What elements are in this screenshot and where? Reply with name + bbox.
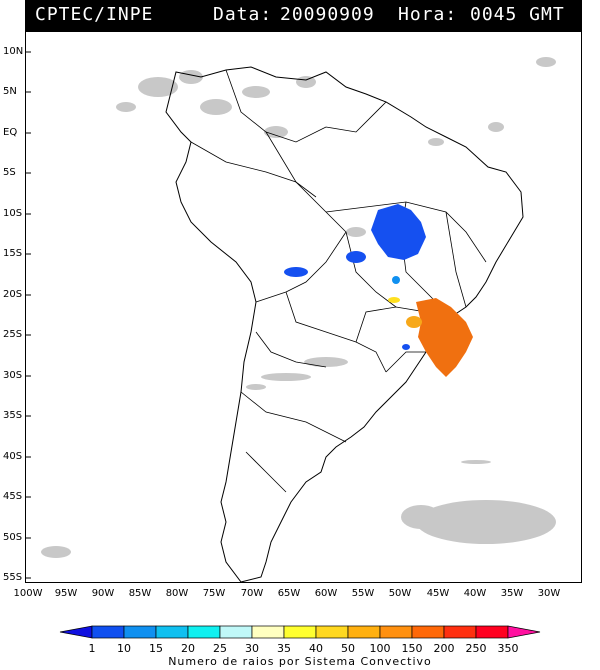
lat-label: 50S bbox=[3, 532, 23, 543]
colorbar-swatch bbox=[251, 625, 285, 639]
colorbar-tick-label: 1 bbox=[88, 642, 96, 655]
colorbar-swatch bbox=[91, 625, 125, 639]
colorbar-swatch bbox=[187, 625, 221, 639]
colorbar-tick-label: 100 bbox=[369, 642, 391, 655]
colorbar-arrow-left bbox=[59, 625, 93, 639]
lon-label: 50W bbox=[388, 588, 412, 599]
colorbar-tick-label: 30 bbox=[245, 642, 259, 655]
lon-label: 70W bbox=[240, 588, 264, 599]
storm-layer bbox=[284, 204, 473, 377]
colorbar-swatch bbox=[411, 625, 445, 639]
parana-yellow-system bbox=[388, 297, 400, 303]
colorbar-tick-label: 35 bbox=[277, 642, 291, 655]
colorbar-swatch bbox=[123, 625, 157, 639]
colorbar-tick-label: 20 bbox=[181, 642, 195, 655]
source-label: CPTEC/INPE bbox=[35, 4, 154, 25]
lat-label: 45S bbox=[3, 491, 23, 502]
lat-label: 40S bbox=[3, 451, 23, 462]
date-label: Data: bbox=[213, 4, 273, 25]
lon-label: 45W bbox=[426, 588, 450, 599]
header-bar: CPTEC/INPE Data: 20090909 Hora: 0045 GMT bbox=[25, 0, 582, 31]
sao-paulo-system bbox=[406, 316, 422, 328]
lon-label: 55W bbox=[351, 588, 375, 599]
lat-label: 35S bbox=[3, 410, 23, 421]
colorbar-tick-label: 25 bbox=[213, 642, 227, 655]
colorbar-swatch bbox=[219, 625, 253, 639]
colorbar-tick-label: 200 bbox=[433, 642, 455, 655]
colorbar-swatch bbox=[379, 625, 413, 639]
lat-label: 10S bbox=[3, 208, 23, 219]
lat-label: 20S bbox=[3, 289, 23, 300]
lat-label: EQ bbox=[3, 127, 18, 138]
lat-label: 10N bbox=[3, 46, 24, 57]
central-brazil-system bbox=[371, 204, 426, 260]
colorbar-swatch bbox=[443, 625, 477, 639]
colorbar-swatch bbox=[475, 625, 509, 639]
colorbar bbox=[59, 625, 541, 639]
lon-label: 85W bbox=[128, 588, 152, 599]
south-america-coastline bbox=[165, 66, 524, 582]
lon-label: 95W bbox=[54, 588, 78, 599]
bolivia-system bbox=[284, 267, 308, 277]
lat-label: 55S bbox=[3, 572, 23, 583]
time-value: 0045 GMT bbox=[470, 4, 565, 25]
lon-label: 60W bbox=[314, 588, 338, 599]
lon-label: 35W bbox=[500, 588, 524, 599]
lon-label: 100W bbox=[13, 588, 43, 599]
lon-label: 80W bbox=[165, 588, 189, 599]
colorbar-tick-label: 40 bbox=[309, 642, 323, 655]
colorbar-swatch bbox=[347, 625, 381, 639]
date-value: 20090909 bbox=[280, 4, 375, 25]
map-frame[interactable] bbox=[25, 31, 582, 583]
time-label: Hora: bbox=[398, 4, 458, 25]
lon-label: 90W bbox=[91, 588, 115, 599]
colorbar-tick-label: 15 bbox=[149, 642, 163, 655]
lon-label: 40W bbox=[463, 588, 487, 599]
lat-label: 5N bbox=[3, 86, 17, 97]
colorbar-tick-label: 10 bbox=[117, 642, 131, 655]
colorbar-swatch bbox=[155, 625, 189, 639]
cloud-cover bbox=[41, 57, 556, 558]
lat-label: 15S bbox=[3, 248, 23, 259]
colorbar-tick-label: 150 bbox=[401, 642, 423, 655]
lon-label: 30W bbox=[537, 588, 561, 599]
map-canvas[interactable] bbox=[26, 32, 582, 583]
lat-label: 25S bbox=[3, 329, 23, 340]
colorbar-tick-label: 350 bbox=[497, 642, 519, 655]
colorbar-tick-label: 250 bbox=[465, 642, 487, 655]
colorbar-tick-label: 50 bbox=[341, 642, 355, 655]
colorbar-swatch bbox=[315, 625, 349, 639]
mato-grosso-small-system bbox=[346, 251, 366, 263]
colorbar-title: Numero de raios por Sistema Convectivo bbox=[168, 655, 432, 668]
lon-label: 65W bbox=[277, 588, 301, 599]
colorbar-arrow-right bbox=[507, 625, 541, 639]
lon-label: 75W bbox=[202, 588, 226, 599]
lat-label: 30S bbox=[3, 370, 23, 381]
southeast-brazil-system bbox=[416, 298, 473, 377]
colorbar-swatch bbox=[283, 625, 317, 639]
lat-label: 5S bbox=[3, 167, 16, 178]
lat-ticks bbox=[26, 51, 31, 579]
